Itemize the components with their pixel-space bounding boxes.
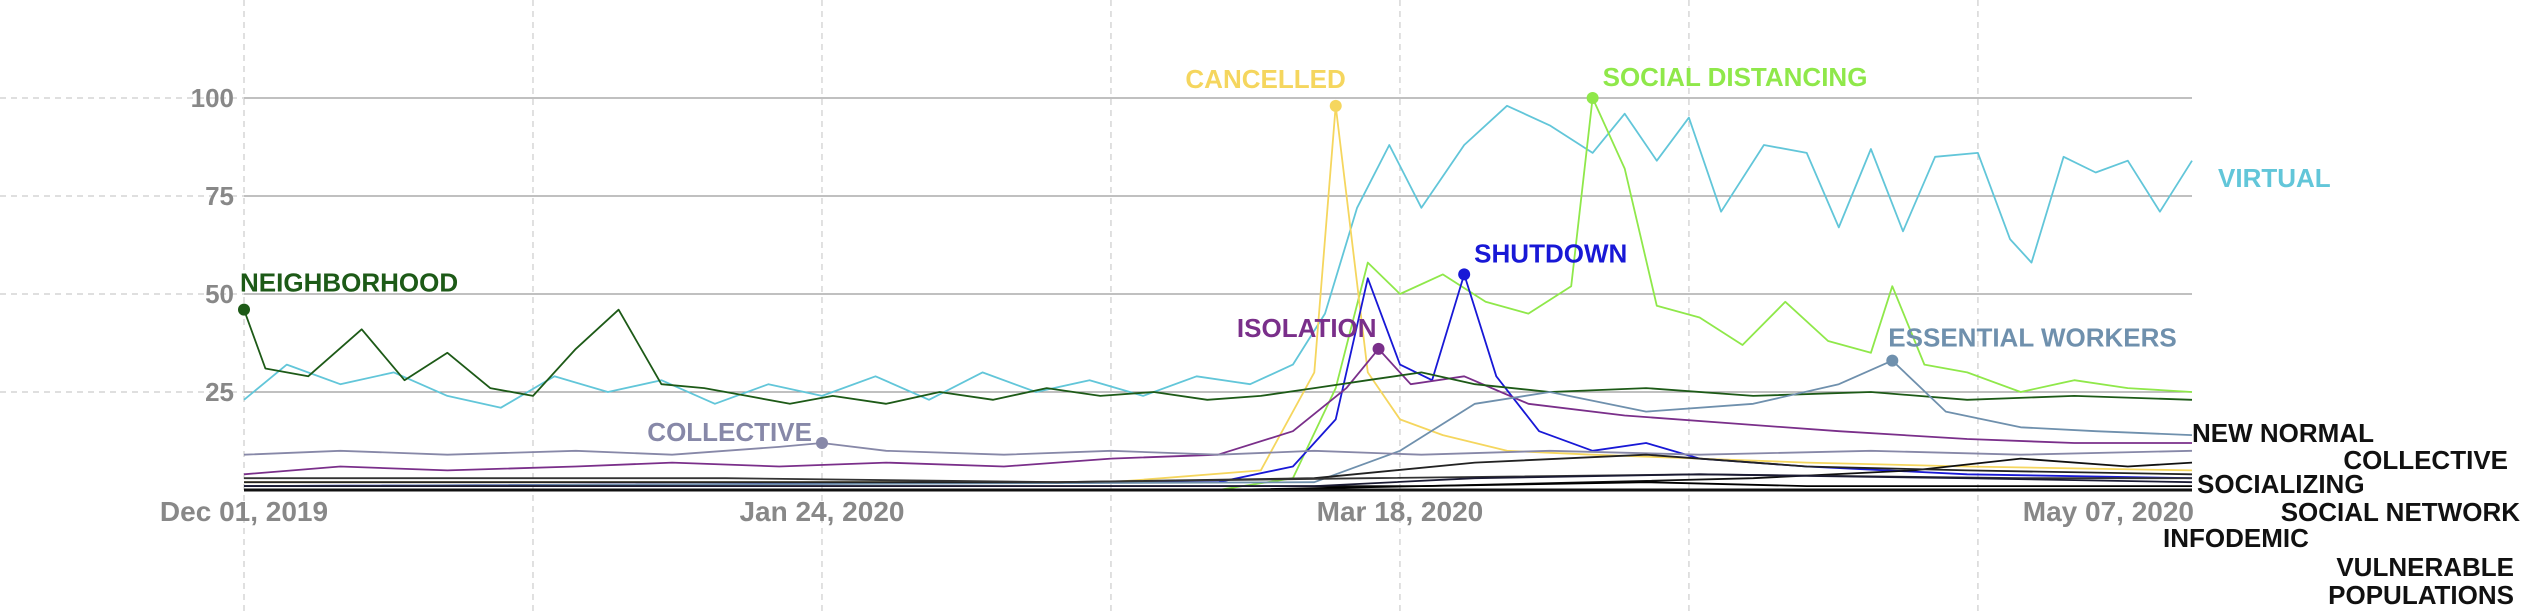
peak-marker-isolation <box>1372 342 1385 355</box>
x-tick-label: Dec 01, 2019 <box>160 496 328 527</box>
series-line-social-network <box>244 473 2192 484</box>
end-label-infodemic: INFODEMIC <box>2163 523 2309 553</box>
end-label-new-normal: NEW NORMAL <box>2192 418 2374 448</box>
peak-marker-social-distancing <box>1586 92 1599 104</box>
peak-label-neighborhood: NEIGHBORHOOD <box>240 268 458 298</box>
y-tick-label: 25 <box>205 377 234 407</box>
series-line-isolation <box>243 348 2192 476</box>
peak-label-cancelled: CANCELLED <box>1185 64 1345 94</box>
end-label-socializing: SOCIALIZING <box>2197 469 2365 499</box>
x-axis-tick-labels: Dec 01, 2019 Jan 24, 2020 Mar 18, 2020 May … <box>160 496 2194 527</box>
vertical-gridlines <box>0 0 1979 613</box>
end-label-vulnerable-populations: POPULATIONS <box>2328 580 2514 610</box>
series-line-cancelled <box>244 104 2193 484</box>
y-tick-label: 100 <box>191 83 234 113</box>
series-line-collective <box>243 442 2193 456</box>
peak-markers: SOCIAL DISTANCING CANCELLED SHUTDOWN ISOLAT… <box>238 62 2177 449</box>
series-line-neighborhood <box>243 308 2193 405</box>
end-label-collective: COLLECTIVE <box>2343 445 2508 475</box>
horizontal-gridlines <box>244 97 2192 393</box>
x-tick-label: Mar 18, 2020 <box>1317 496 1484 527</box>
end-label-virtual: VIRTUAL <box>2218 163 2331 193</box>
peak-label-isolation: ISOLATION <box>1237 313 1377 343</box>
peak-marker-shutdown <box>1458 268 1471 281</box>
end-labels: VIRTUAL NEW NORMALCOLLECTIVESOCIALIZINGSO… <box>2163 163 2520 610</box>
end-label-social-network: SOCIAL NETWORK <box>2281 497 2521 527</box>
series-line-virtual <box>243 104 2193 409</box>
peak-label-shutdown: SHUTDOWN <box>1474 238 1627 268</box>
series-line-essential-workers <box>243 359 2193 487</box>
x-tick-label: Jan 24, 2020 <box>739 496 904 527</box>
end-label-vulnerable-populations: VULNERABLE <box>2336 552 2514 582</box>
peak-label-social-distancing: SOCIAL DISTANCING <box>1603 62 1868 92</box>
y-tick-label: 75 <box>205 181 234 211</box>
series-lines <box>243 97 2193 491</box>
series-line-vulnerable-populations <box>244 473 2193 487</box>
y-axis-tick-labels: 25 50 75 100 <box>191 83 234 407</box>
peak-marker-neighborhood <box>238 303 250 316</box>
x-tick-label: May 07, 2020 <box>2023 496 2194 527</box>
y-tick-label: 50 <box>205 279 234 309</box>
peak-marker-cancelled <box>1329 99 1342 112</box>
peak-label-collective: COLLECTIVE <box>647 417 812 447</box>
peak-label-essential-workers: ESSENTIAL WORKERS <box>1888 323 2176 353</box>
peak-marker-collective <box>815 436 828 449</box>
series-line-social-distancing <box>244 97 2193 491</box>
peak-marker-essential-workers <box>1886 354 1899 367</box>
